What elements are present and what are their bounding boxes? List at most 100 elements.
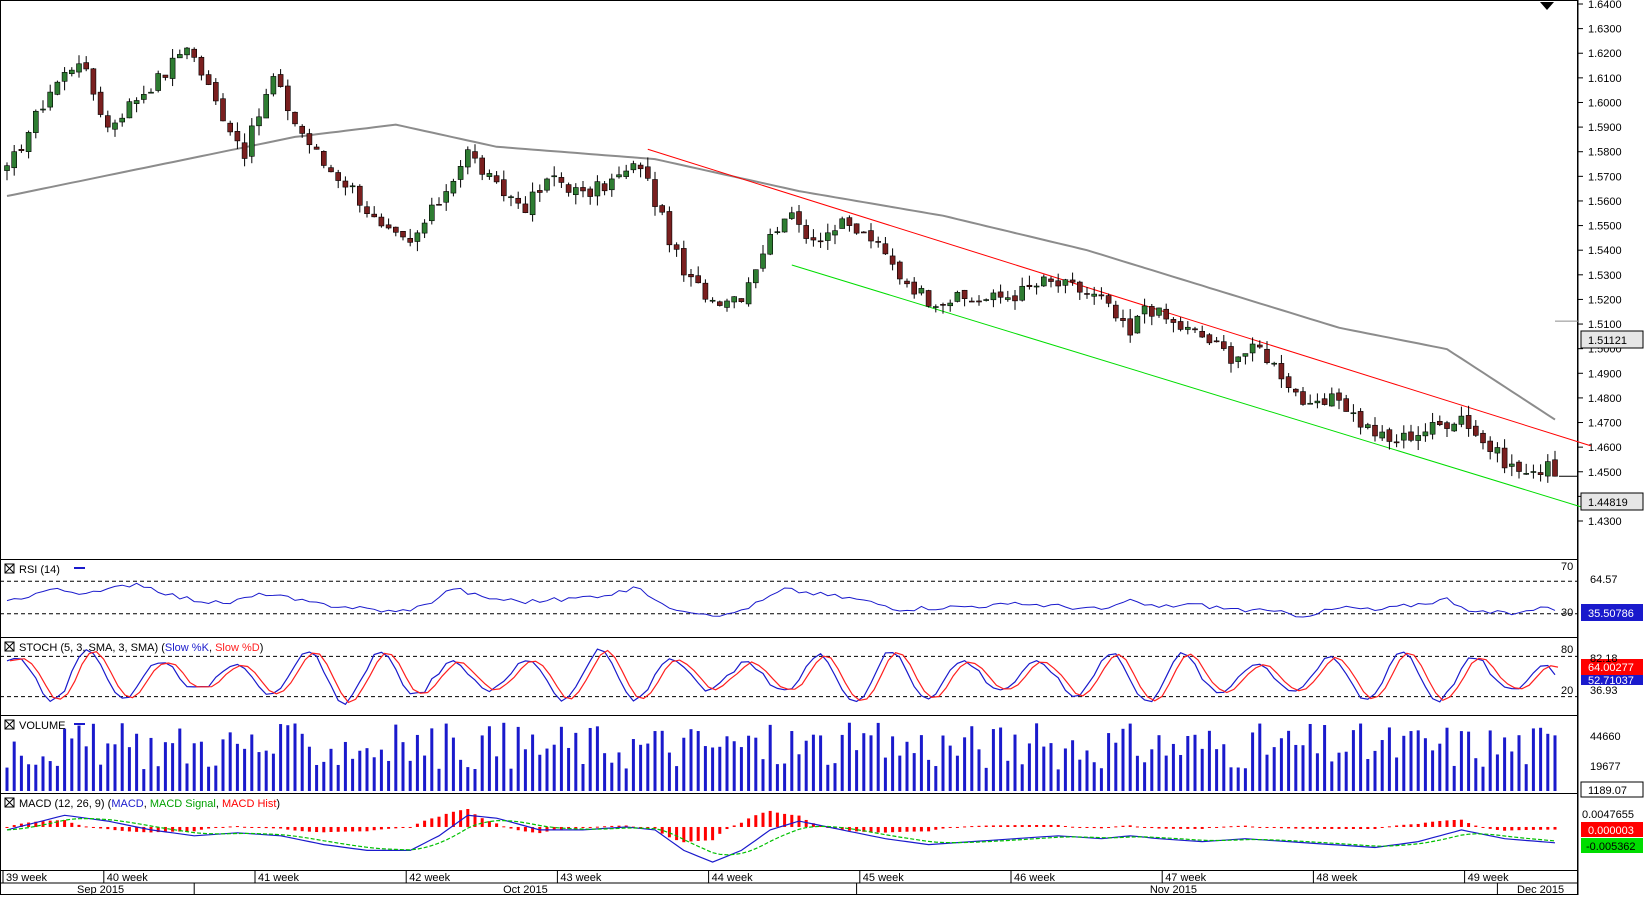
volume-bar (1157, 735, 1161, 791)
volume-bar (502, 722, 506, 791)
candle-body (875, 241, 882, 243)
macd-hist-bar (163, 826, 167, 832)
volume-bar (178, 728, 182, 791)
price-panel-frame (0, 0, 1578, 560)
volume-bar (1387, 727, 1391, 791)
volume-bar (876, 722, 880, 791)
candle-body (1278, 363, 1285, 380)
candle-body (472, 151, 478, 159)
rsi-scale-label: 64.57 (1590, 574, 1618, 586)
candle-body (1228, 346, 1234, 364)
volume-bar (768, 724, 772, 791)
macd-hist-bar (135, 826, 139, 832)
candle (1473, 420, 1479, 437)
candle (1105, 293, 1112, 308)
macd-hist-bar (711, 826, 715, 841)
candle-body (25, 132, 32, 152)
volume-value-tag: 1189.07 (1580, 781, 1644, 798)
macd-hist-bar (1409, 824, 1413, 827)
month-label: Nov 2015 (1150, 884, 1197, 895)
macd-hist-bar (487, 821, 491, 827)
candle (1199, 325, 1205, 338)
volume-bar (826, 764, 830, 791)
macd-hist-bar (927, 826, 931, 832)
macd-hist-bar (1114, 826, 1118, 828)
volume-bar (718, 746, 722, 791)
candle-body (141, 94, 147, 100)
macd-hist-bar (1186, 826, 1190, 829)
volume-bar (869, 735, 873, 791)
candle (335, 169, 342, 189)
candle (1357, 408, 1364, 435)
macd-hist-bar (495, 823, 499, 827)
macd-hist-bar (610, 825, 614, 827)
candle (983, 298, 990, 302)
macd-hist-bar (271, 826, 275, 829)
candle-body (320, 151, 327, 166)
volume-bar (379, 749, 383, 791)
week-label: 43 week (560, 872, 601, 884)
candle (1429, 412, 1436, 440)
stoch-title: STOCH (5, 3, SMA, 3, SMA) (Slow %K, Slow… (4, 641, 263, 654)
y-tick-label: 1.6300 (1588, 24, 1622, 36)
candle (1127, 309, 1133, 343)
volume-bar (1416, 730, 1420, 791)
volume-bar (538, 754, 542, 791)
ma-value-tag: 1.51121 (1580, 330, 1644, 349)
volume-bar (271, 753, 275, 791)
scroll-marker-icon[interactable] (1540, 2, 1554, 10)
macd-signal-legend: MACD Signal (150, 798, 216, 810)
volume-bar (775, 764, 779, 791)
volume-bar (372, 757, 376, 791)
candle-body (169, 57, 176, 79)
volume-bar (991, 729, 995, 791)
candle (1048, 276, 1054, 288)
candle (198, 55, 205, 81)
macd-hist-bar (1452, 820, 1456, 827)
candle-body (83, 62, 89, 70)
volume-bar (1020, 764, 1024, 791)
candle-body (177, 54, 183, 59)
macd-hist-bar (1438, 820, 1442, 827)
candle-body (1033, 285, 1040, 288)
volume-bar (689, 729, 693, 791)
candle-body (803, 225, 810, 239)
rsi-line (6, 582, 1556, 618)
volume-bar (55, 765, 59, 791)
macd-hist-bar (55, 820, 59, 827)
candle (947, 299, 954, 312)
candle-body (385, 224, 392, 229)
candle-body (925, 290, 932, 307)
candle (4, 162, 10, 181)
candle-body (738, 298, 745, 302)
candle (896, 260, 903, 285)
candle (616, 166, 622, 179)
candle (774, 226, 781, 235)
ma-value-label: 1.51121 (1588, 335, 1627, 347)
volume-bar (610, 762, 614, 791)
volume-bar (1006, 760, 1010, 791)
candle-body (1077, 281, 1083, 293)
candle-body (724, 300, 730, 308)
macd-hist-bar (1308, 826, 1312, 829)
macd-hist-bar (250, 826, 254, 828)
candle-body (1401, 432, 1407, 441)
candle (536, 184, 543, 202)
macd-hist-bar (523, 826, 527, 832)
macd-hist-bar (581, 826, 585, 829)
candle (529, 182, 536, 222)
macd-hist-bar (1157, 826, 1161, 829)
volume-bar (1423, 738, 1427, 791)
macd-hist-bar (1150, 826, 1154, 829)
candle-body (1156, 307, 1162, 316)
volume-bar (754, 737, 758, 791)
candle-body (652, 179, 658, 207)
candle-body (270, 76, 277, 95)
candle-body (997, 291, 1004, 298)
volume-bar (1287, 730, 1291, 791)
candle-body (983, 299, 990, 301)
volume-bar (163, 742, 167, 791)
macd-hist-bar (1013, 825, 1017, 827)
volume-bar (451, 737, 455, 791)
volume-bar (675, 766, 679, 791)
